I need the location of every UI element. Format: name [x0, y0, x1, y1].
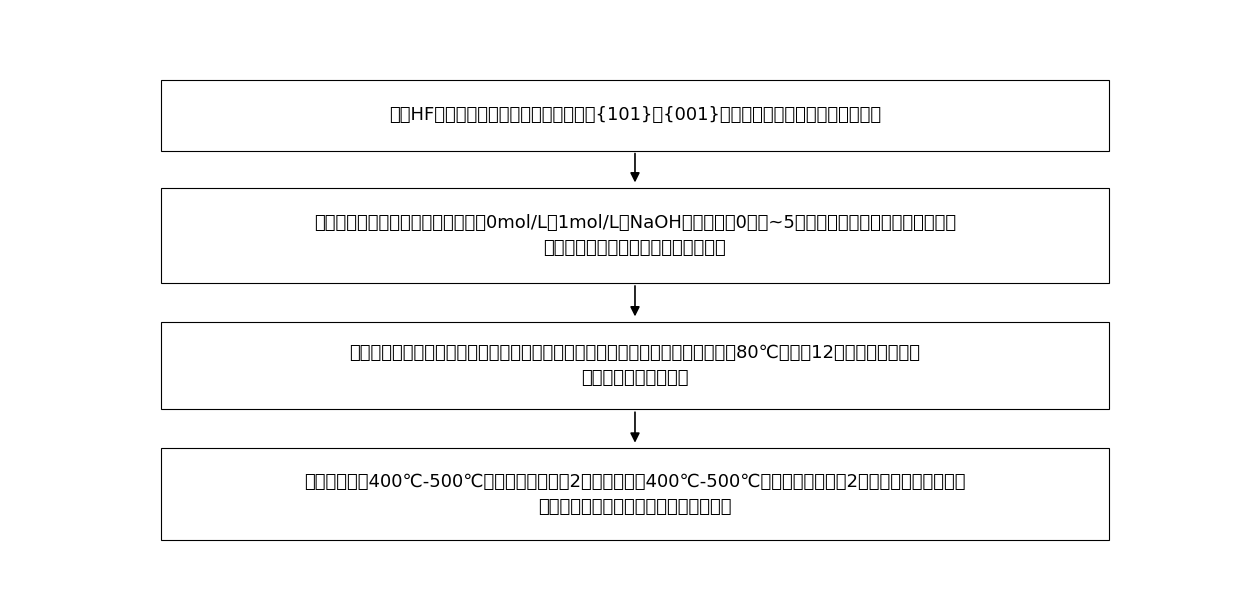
Bar	[161, 448, 1109, 540]
Text: 将淡蓝色粉末、硝酸铜、氯铂酸粉末分散在去离子水内得到混合液，再将混合液在80℃下搅拌12小时，直至将混合
液蒸干以得到黑色粉末: 将淡蓝色粉末、硝酸铜、氯铂酸粉末分散在去离子水内得到混合液，再将混合液在80℃下…	[349, 344, 921, 387]
Text: 将黑色粉末在400℃-500℃的空气环境下煅烧2小时后，再在400℃-500℃的氢气气流中煅烧2小时，以得到晶面选择
性沉积有铂铜合金颗粒的二氧化钛催化剂: 将黑色粉末在400℃-500℃的空气环境下煅烧2小时后，再在400℃-500℃的…	[305, 473, 965, 516]
Bar	[161, 322, 1109, 410]
Text: 将二氧化钛纳米晶体粉末置于浓度为0mol/L－1mol/L的NaOH溶液中搅拌0小时~5小时后，再将溶液中的固体物质离
心分离、水洗、干燥以得到淡蓝色粉末: 将二氧化钛纳米晶体粉末置于浓度为0mol/L－1mol/L的NaOH溶液中搅拌0…	[313, 214, 957, 257]
Bar	[161, 80, 1109, 150]
Text: 采用HF酸作为封端剂，通过溶剂热法制备{101}和{001}双晶面暴露二氧化钛纳米晶体粉末: 采用HF酸作为封端剂，通过溶剂热法制备{101}和{001}双晶面暴露二氧化钛纳…	[389, 106, 881, 124]
Bar	[161, 188, 1109, 283]
